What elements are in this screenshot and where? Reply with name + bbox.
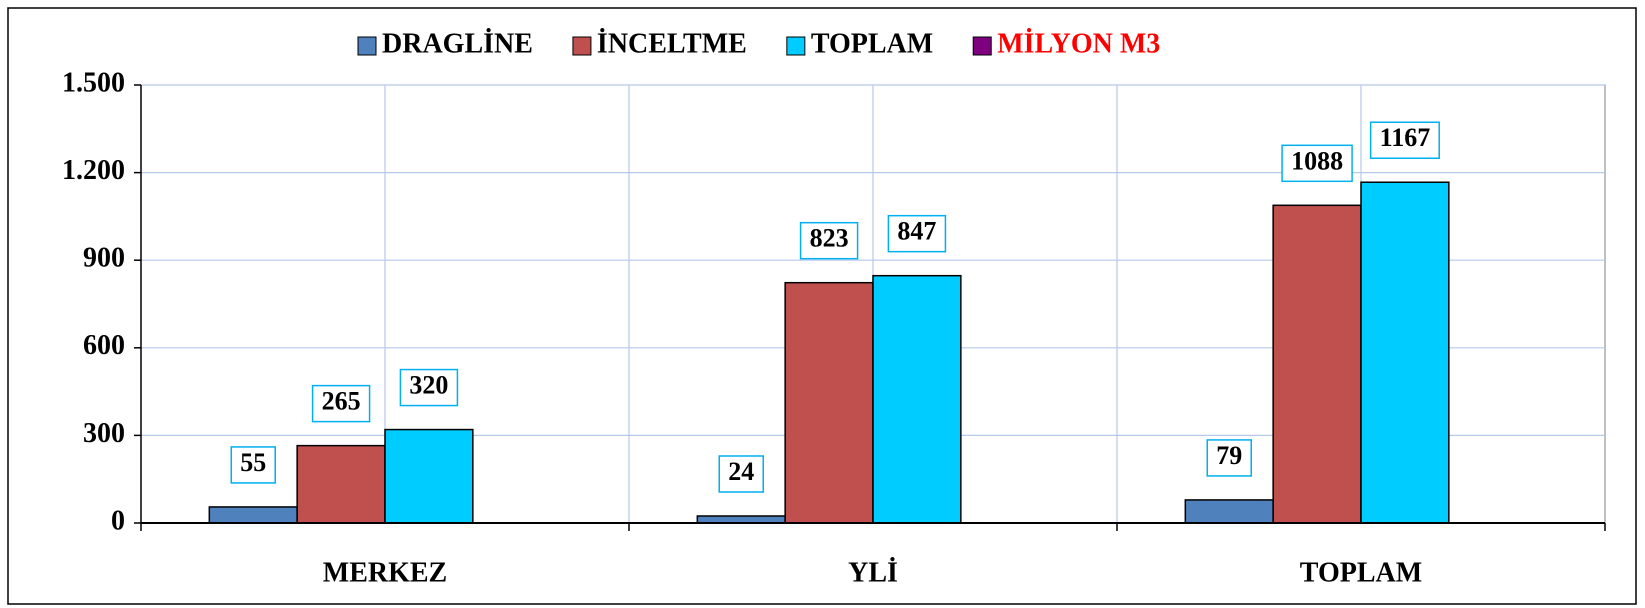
legend-label: MİLYON M3 (997, 28, 1160, 59)
x-tick-label: YLİ (848, 557, 898, 588)
y-tick-label: 300 (83, 418, 125, 449)
bar (384, 428, 474, 524)
legend-label: İNCELTME (597, 28, 747, 59)
legend-label: TOPLAM (811, 28, 933, 59)
x-tick-label: TOPLAM (1300, 557, 1422, 588)
value-label: 265 (322, 387, 361, 416)
value-label: 55 (240, 448, 266, 477)
x-tick-label: MERKEZ (323, 557, 447, 588)
value-label-box (887, 214, 947, 253)
value-label: 1088 (1291, 146, 1343, 175)
value-label-box (1369, 121, 1440, 159)
y-tick-label: 600 (83, 330, 125, 361)
y-tick-label: 0 (111, 505, 125, 536)
value-label-box (799, 221, 859, 260)
bar (1272, 204, 1362, 524)
bar (1184, 499, 1274, 524)
value-label-box (230, 446, 276, 484)
value-label-box (311, 384, 371, 423)
bar (696, 515, 786, 524)
legend-swatch (972, 36, 992, 56)
legend-swatch (786, 36, 806, 56)
bar (784, 281, 874, 524)
bar (208, 506, 298, 524)
value-label: 823 (810, 224, 849, 253)
value-label-box (1281, 144, 1353, 183)
value-label-box (718, 455, 764, 493)
y-tick-label: 1.200 (62, 155, 125, 186)
bar (296, 444, 386, 524)
value-label: 24 (728, 457, 754, 486)
value-label-box (399, 368, 459, 407)
bar (1360, 181, 1450, 524)
legend-swatch (572, 36, 592, 56)
y-tick-label: 900 (83, 243, 125, 274)
y-tick-label: 1.500 (62, 67, 125, 98)
legend-swatch (357, 36, 377, 56)
value-label: 79 (1216, 441, 1242, 470)
value-label: 1167 (1380, 123, 1431, 152)
legend-label: DRAGLİNE (382, 28, 533, 59)
value-label: 847 (897, 217, 936, 246)
value-label-box (1206, 439, 1252, 477)
value-label: 320 (409, 371, 448, 400)
bar (872, 274, 962, 524)
